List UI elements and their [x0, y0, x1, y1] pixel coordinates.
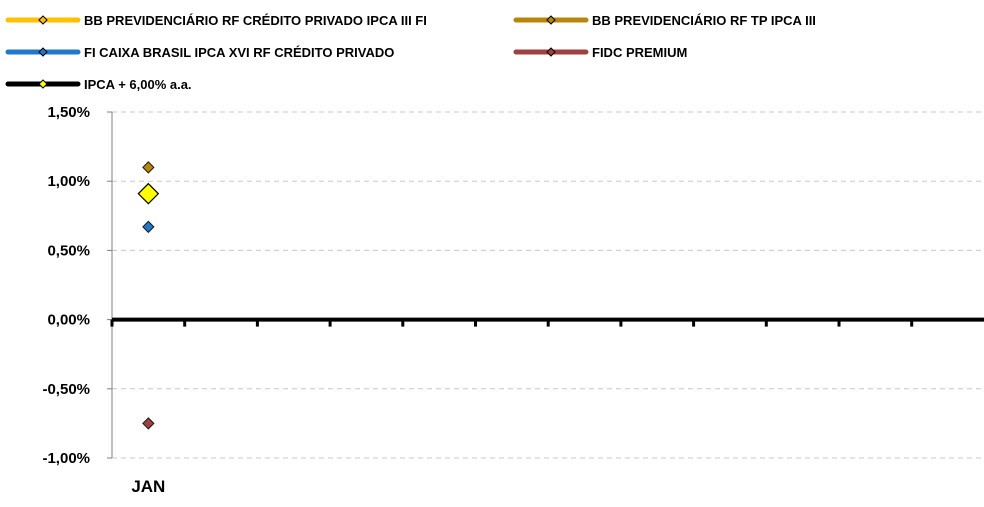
legend: BB PREVIDENCIÁRIO RF CRÉDITO PRIVADO IPC… — [5, 13, 816, 92]
legend-label: FIDC PREMIUM — [592, 45, 687, 60]
legend-item: IPCA + 6,00% a.a. — [5, 77, 192, 92]
data-point — [142, 417, 155, 430]
y-tick-label: -1,00% — [42, 450, 90, 467]
legend-label: FI CAIXA BRASIL IPCA XVI RF CRÉDITO PRIV… — [84, 45, 394, 60]
data-point — [142, 220, 155, 234]
legend-item: BB PREVIDENCIÁRIO RF CRÉDITO PRIVADO IPC… — [5, 13, 427, 28]
y-tick-label: 0,00% — [47, 312, 90, 329]
legend-label: BB PREVIDENCIÁRIO RF TP IPCA III — [592, 13, 816, 28]
gridlines — [112, 111, 984, 459]
legend-swatch-marker — [38, 47, 48, 57]
y-tick-label: 1,00% — [47, 173, 90, 190]
legend-item: FIDC PREMIUM — [513, 45, 687, 60]
legend-swatch-marker — [546, 47, 556, 57]
axes: 1,50% 1,00% 0,50% 0,00% -0,50% -1,00% JAN — [42, 104, 984, 496]
data-point — [137, 182, 160, 205]
legend-swatch-marker — [38, 15, 48, 25]
legend-item: BB PREVIDENCIÁRIO RF TP IPCA III — [513, 13, 816, 28]
data-marks — [137, 161, 160, 430]
data-point — [142, 161, 155, 174]
legend-label: BB PREVIDENCIÁRIO RF CRÉDITO PRIVADO IPC… — [84, 13, 427, 28]
y-tick-label: 1,50% — [47, 104, 90, 121]
legend-item: FI CAIXA BRASIL IPCA XVI RF CRÉDITO PRIV… — [5, 45, 394, 60]
legend-swatch-marker — [38, 79, 48, 89]
legend-swatch-marker — [546, 15, 556, 25]
y-tick-label: -0,50% — [42, 381, 90, 398]
legend-label: IPCA + 6,00% a.a. — [84, 77, 192, 92]
x-category-label: JAN — [131, 477, 165, 496]
y-tick-label: 0,50% — [47, 242, 90, 259]
